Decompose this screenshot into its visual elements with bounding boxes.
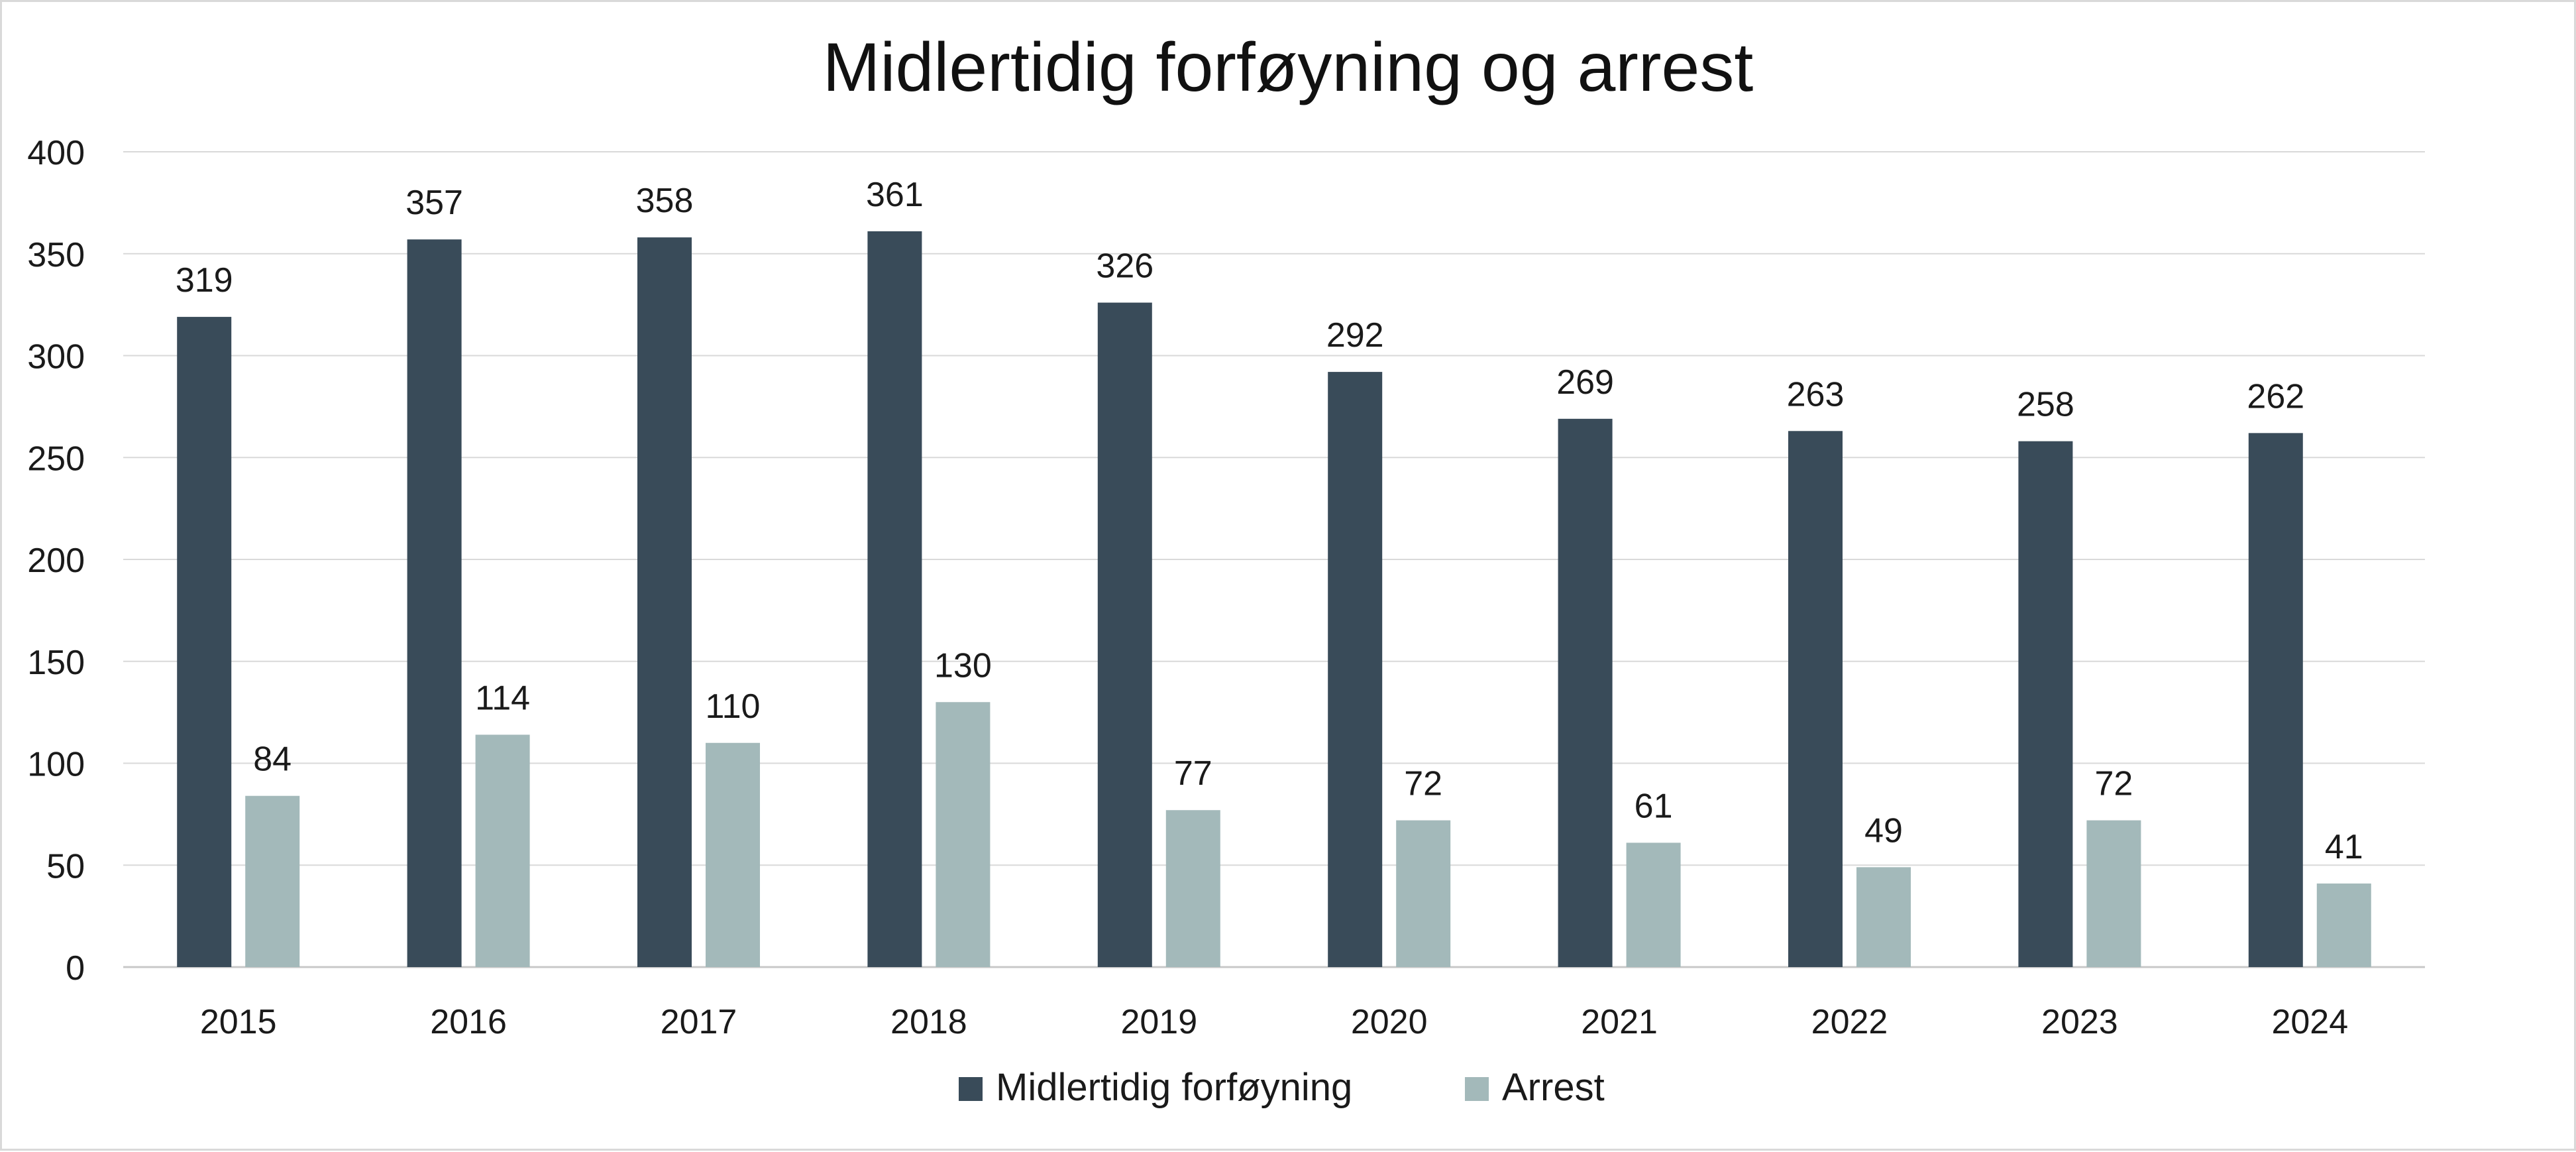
data-label: 77 <box>1174 754 1212 793</box>
bar-arrest-2016 <box>475 734 530 967</box>
data-label: 326 <box>1096 247 1154 286</box>
data-label: 258 <box>2017 386 2074 424</box>
x-tick-label: 2021 <box>1581 1003 1658 1041</box>
data-label: 110 <box>706 687 761 726</box>
data-label: 72 <box>1404 765 1442 803</box>
legend-item-arrest: Arrest <box>1465 1066 1605 1109</box>
x-tick-label: 2024 <box>2271 1003 2348 1041</box>
data-label: 49 <box>1864 811 1903 850</box>
legend: Midlertidig forføyning Arrest <box>959 1066 1605 1109</box>
bar-midlertidig-forfoyning-2016 <box>407 239 462 968</box>
legend-label: Arrest <box>1502 1066 1605 1109</box>
gridlines <box>123 151 2425 968</box>
legend-swatch <box>1465 1077 1489 1101</box>
x-tick-label: 2023 <box>2041 1003 2118 1041</box>
data-label: 130 <box>934 646 992 685</box>
y-tick-label: 50 <box>46 847 85 886</box>
data-label: 262 <box>2247 377 2304 416</box>
legend-swatch <box>959 1077 983 1101</box>
x-tick-label: 2020 <box>1351 1003 1428 1041</box>
y-tick-label: 350 <box>27 236 85 274</box>
x-tick-label: 2015 <box>200 1003 277 1041</box>
data-label: 263 <box>1787 375 1845 414</box>
bar-arrest-2015 <box>245 795 300 967</box>
y-tick-label: 250 <box>27 439 85 478</box>
bar-arrest-2020 <box>1396 820 1451 967</box>
legend-item-midlertidig-forfoyning: Midlertidig forføyning <box>959 1066 1352 1109</box>
y-tick-label: 150 <box>27 644 85 682</box>
y-tick-label: 0 <box>66 949 85 988</box>
data-label: 357 <box>405 184 463 222</box>
data-label: 114 <box>475 679 530 717</box>
legend-label: Midlertidig forføyning <box>996 1066 1352 1109</box>
x-tick-label: 2018 <box>890 1003 967 1041</box>
bar-arrest-2022 <box>1856 867 1911 967</box>
x-tick-label: 2022 <box>1811 1003 1888 1041</box>
data-label: 269 <box>1556 363 1614 402</box>
y-tick-label: 100 <box>27 746 85 784</box>
y-tick-label: 400 <box>27 134 85 172</box>
bar-arrest-2019 <box>1165 810 1220 967</box>
bar-arrest-2021 <box>1626 842 1681 967</box>
bar-midlertidig-forfoyning-2015 <box>177 317 232 967</box>
x-tick-label: 2019 <box>1120 1003 1197 1041</box>
data-label: 72 <box>2094 765 2133 803</box>
data-label: 292 <box>1326 316 1384 355</box>
chart-title: Midlertidig forføyning og arrest <box>823 29 1754 106</box>
data-labels: 319 84 357 114 358 110 361 130 326 77 292 72 269 61 26… <box>176 176 2363 866</box>
x-tick-label: 2017 <box>661 1003 737 1041</box>
x-tick-label: 2016 <box>430 1003 507 1041</box>
data-label: 61 <box>1635 787 1673 825</box>
bar-midlertidig-forfoyning-2021 <box>1558 418 1613 967</box>
bar-midlertidig-forfoyning-2023 <box>2018 441 2073 967</box>
x-axis-ticks: 2015 2016 2017 2018 2019 2020 2021 2022 2023 2024 <box>200 1003 2348 1041</box>
bar-midlertidig-forfoyning-2018 <box>867 231 922 967</box>
y-tick-label: 300 <box>27 338 85 376</box>
data-label: 358 <box>636 182 694 220</box>
bar-arrest-2017 <box>706 742 760 967</box>
bar-arrest-2023 <box>2086 820 2141 967</box>
bars <box>177 231 2371 968</box>
y-axis-ticks: 0 50 100 150 200 250 300 350 400 <box>27 134 85 988</box>
bar-midlertidig-forfoyning-2024 <box>2248 433 2303 967</box>
data-label: 361 <box>866 176 924 214</box>
data-label: 319 <box>176 261 233 300</box>
bar-midlertidig-forfoyning-2022 <box>1788 431 1843 967</box>
bar-arrest-2024 <box>2316 883 2371 967</box>
bar-midlertidig-forfoyning-2017 <box>637 237 692 967</box>
data-label: 41 <box>2325 828 2363 866</box>
y-tick-label: 200 <box>27 542 85 580</box>
bar-midlertidig-forfoyning-2020 <box>1328 372 1383 967</box>
bar-arrest-2018 <box>936 702 991 967</box>
bar-midlertidig-forfoyning-2019 <box>1097 302 1152 967</box>
data-label: 84 <box>253 740 292 779</box>
